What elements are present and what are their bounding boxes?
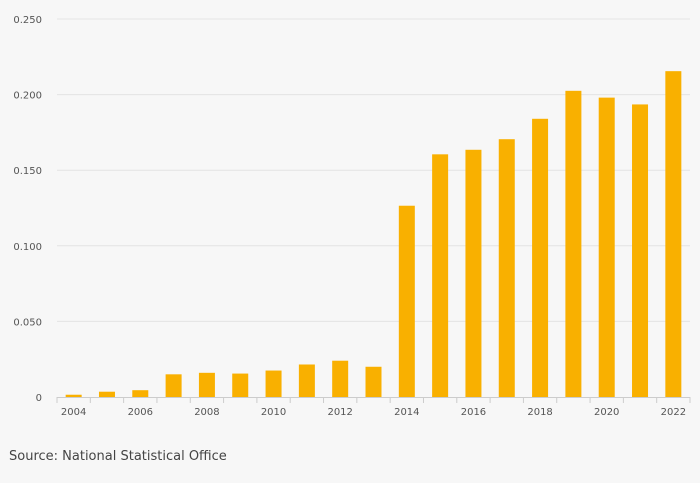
- x-tick-label: 2008: [194, 407, 219, 418]
- bar: [232, 373, 249, 397]
- x-tick-label: 2018: [527, 407, 552, 418]
- x-tick-label: 2004: [61, 407, 86, 418]
- bar: [398, 205, 415, 397]
- bar: [498, 139, 515, 398]
- bar: [665, 71, 682, 397]
- x-tick-label: 2014: [394, 407, 419, 418]
- source-note: Source: National Statistical Office: [9, 449, 227, 464]
- bar: [298, 364, 315, 397]
- y-tick-label: 0.150: [13, 166, 42, 177]
- bar: [165, 374, 182, 397]
- bars: [65, 71, 682, 398]
- x-tick-label: 2006: [128, 407, 153, 418]
- x-tick-label: 2016: [461, 407, 486, 418]
- bar: [132, 390, 149, 397]
- bar: [332, 360, 349, 397]
- bar: [532, 118, 549, 398]
- x-axis: [56, 397, 691, 403]
- y-tick-label: 0.100: [13, 242, 42, 253]
- y-tick-label: 0.200: [13, 91, 42, 102]
- bar: [598, 97, 615, 398]
- bar: [432, 154, 449, 397]
- y-axis-labels: 0 0.050 0.100 0.150 0.200 0.250: [13, 15, 42, 404]
- bar: [198, 372, 215, 397]
- bar: [632, 104, 649, 397]
- x-tick-label: 2022: [661, 407, 686, 418]
- bar: [265, 370, 282, 397]
- x-tick-label: 2010: [261, 407, 286, 418]
- x-axis-labels: 2004 2006 2008 2010 2012 2014 2016 2018 2020 2022: [61, 407, 686, 418]
- bar: [465, 149, 482, 397]
- x-tick-label: 2012: [327, 407, 352, 418]
- y-tick-label: 0.250: [13, 15, 42, 26]
- bar: [365, 366, 382, 397]
- y-tick-label: 0.050: [13, 317, 42, 328]
- bar: [565, 90, 582, 397]
- bar: [98, 391, 115, 397]
- bar: [65, 394, 82, 397]
- x-tick-label: 2020: [594, 407, 619, 418]
- gridlines: [57, 18, 690, 322]
- y-tick-label: 0: [36, 393, 42, 404]
